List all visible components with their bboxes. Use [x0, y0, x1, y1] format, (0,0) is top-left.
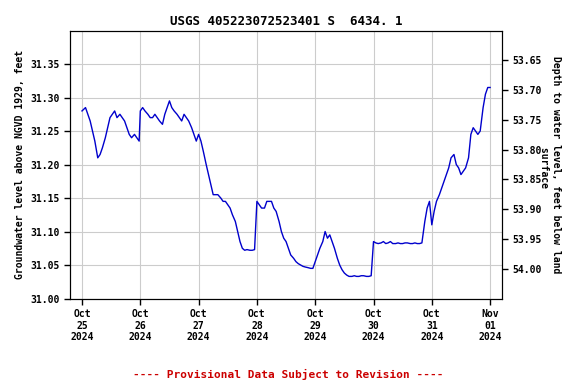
Text: ---- Provisional Data Subject to Revision ----: ---- Provisional Data Subject to Revisio…: [132, 369, 444, 380]
Y-axis label: Depth to water level, feet below land
 surface: Depth to water level, feet below land su…: [539, 56, 561, 273]
Title: USGS 405223072523401 S  6434. 1: USGS 405223072523401 S 6434. 1: [170, 15, 402, 28]
Y-axis label: Groundwater level above NGVD 1929, feet: Groundwater level above NGVD 1929, feet: [15, 50, 25, 279]
